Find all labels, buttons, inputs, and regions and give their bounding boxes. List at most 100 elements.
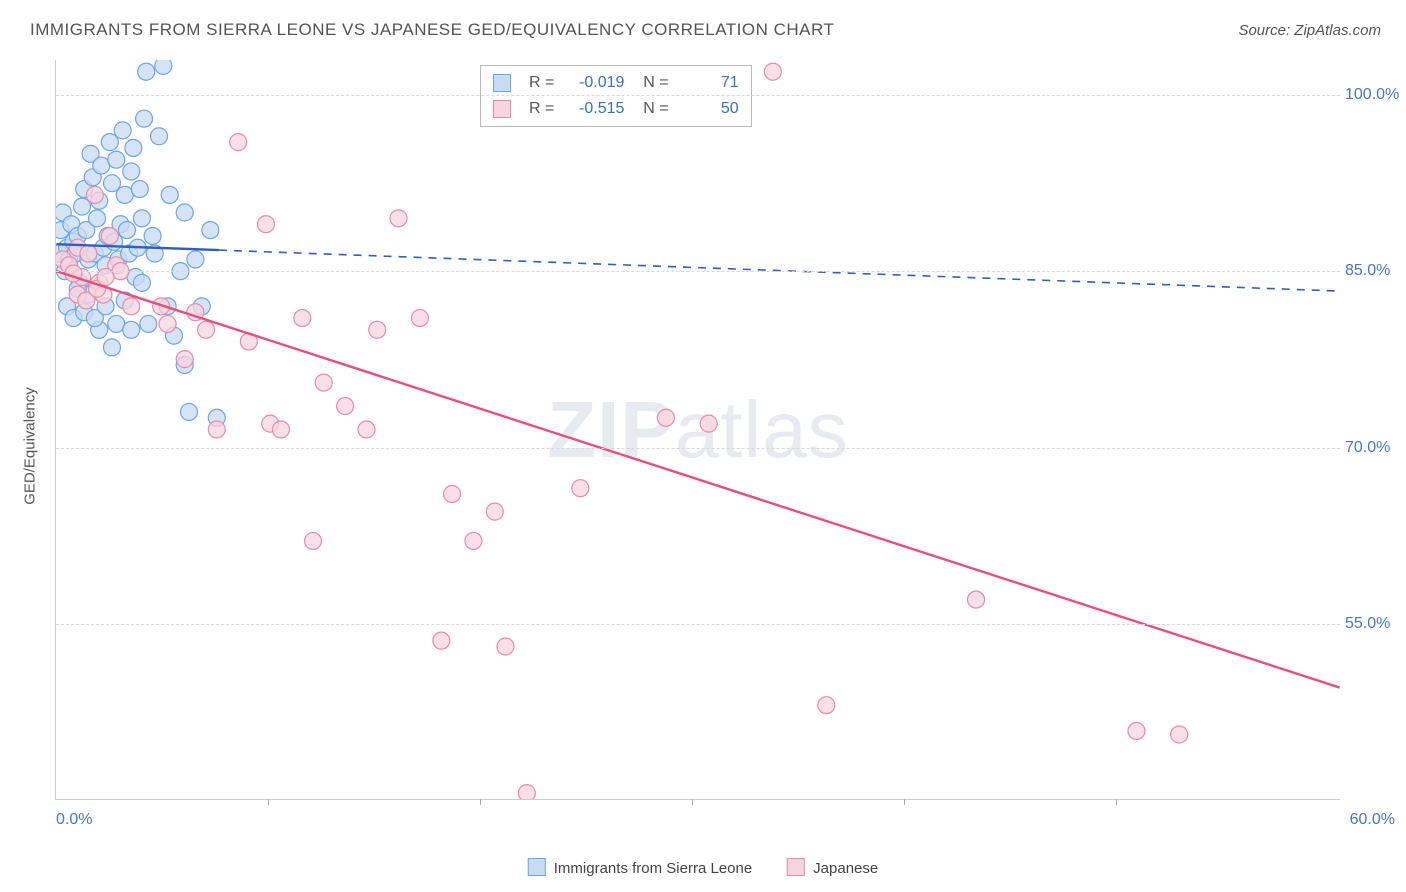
n-label: N =: [634, 100, 668, 118]
japanese-point: [518, 785, 535, 799]
x-tick: [904, 799, 905, 805]
sierra-point: [112, 216, 129, 233]
sierra-point: [86, 310, 103, 327]
japanese-point: [257, 216, 274, 233]
watermark: ZIPatlas: [547, 384, 848, 476]
japanese-point: [497, 638, 514, 655]
sierra-point: [155, 60, 172, 74]
sierra-point: [103, 175, 120, 192]
japanese-point: [700, 415, 717, 432]
sierra-point: [110, 251, 127, 268]
sierra-point: [61, 251, 78, 268]
gridline: [56, 95, 1340, 96]
sierra-point: [187, 251, 204, 268]
stats-row-1: R = -0.515 N = 50: [493, 96, 739, 122]
sierra-point: [131, 181, 148, 198]
sierra-point: [121, 245, 138, 262]
japanese-point: [91, 274, 108, 291]
swatch-sierra: [493, 74, 511, 92]
sierra-point: [69, 227, 86, 244]
r-value-1: -0.515: [564, 100, 624, 118]
sierra-point: [140, 315, 157, 332]
japanese-point: [198, 321, 215, 338]
sierra-point: [56, 222, 69, 239]
sierra-point: [59, 239, 76, 256]
japanese-point: [764, 63, 781, 80]
japanese-point: [65, 265, 82, 282]
sierra-point: [86, 245, 103, 262]
gridline: [56, 448, 1340, 449]
gridline: [56, 624, 1340, 625]
n-label: N =: [634, 74, 668, 92]
sierra-point: [84, 169, 101, 186]
japanese-point: [80, 245, 97, 262]
sierra-point: [108, 315, 125, 332]
sierra-point: [176, 204, 193, 221]
japanese-point: [657, 409, 674, 426]
sierra-point: [101, 134, 118, 151]
bottom-legend: Immigrants from Sierra Leone Japanese: [528, 858, 878, 877]
sierra-point: [129, 239, 146, 256]
sierra-point: [125, 139, 142, 156]
y-tick-label: 85.0%: [1345, 262, 1406, 280]
japanese-point: [968, 591, 985, 608]
n-value-1: 50: [679, 100, 739, 118]
japanese-point: [262, 415, 279, 432]
x-tick: [692, 799, 693, 805]
japanese-point: [305, 532, 322, 549]
japanese-point: [272, 421, 289, 438]
japanese-point: [369, 321, 386, 338]
sierra-point: [91, 192, 108, 209]
sierra-point: [93, 157, 110, 174]
japanese-point: [159, 315, 176, 332]
sierra-point: [65, 310, 82, 327]
japanese-point: [95, 286, 112, 303]
japanese-point: [1171, 726, 1188, 743]
japanese-point: [411, 310, 428, 327]
japanese-point: [358, 421, 375, 438]
japanese-point: [1128, 722, 1145, 739]
sierra-point: [97, 298, 114, 315]
y-tick-label: 70.0%: [1345, 439, 1406, 457]
sierra-point: [108, 151, 125, 168]
stats-row-0: R = -0.019 N = 71: [493, 70, 739, 96]
sierra-point: [151, 128, 168, 145]
japanese-point: [187, 304, 204, 321]
japanese-point: [153, 298, 170, 315]
japanese-point: [230, 134, 247, 151]
sierra-point: [208, 409, 225, 426]
chart-title: IMMIGRANTS FROM SIERRA LEONE VS JAPANESE…: [30, 20, 834, 40]
sierra-point: [65, 233, 82, 250]
sierra-point: [202, 222, 219, 239]
legend-item-0: Immigrants from Sierra Leone: [528, 858, 752, 877]
japanese-point: [315, 374, 332, 391]
x-tick: [1116, 799, 1117, 805]
sierra-point: [123, 163, 140, 180]
gridline: [56, 271, 1340, 272]
japanese-point: [89, 280, 106, 297]
x-tick: [480, 799, 481, 805]
sierra-point: [133, 274, 150, 291]
japanese-point: [78, 292, 95, 309]
chart-svg: [56, 60, 1340, 799]
sierra-point: [71, 274, 88, 291]
y-axis-label: GED/Equivalency: [22, 387, 39, 505]
sierra-point: [69, 280, 86, 297]
sierra-trend-solid: [56, 244, 219, 250]
sierra-point: [89, 210, 106, 227]
sierra-point: [133, 210, 150, 227]
sierra-point: [76, 304, 93, 321]
swatch-japanese-bottom: [787, 858, 805, 876]
x-min-label: 0.0%: [56, 811, 92, 829]
plot-area: ZIPatlas R = -0.019 N = 71 R = -0.515 N …: [55, 60, 1340, 800]
y-tick-label: 100.0%: [1345, 86, 1406, 104]
japanese-point: [572, 480, 589, 497]
sierra-point: [118, 222, 135, 239]
sierra-point: [136, 110, 153, 127]
sierra-point: [138, 63, 155, 80]
sierra-point: [166, 327, 183, 344]
japanese-point: [465, 532, 482, 549]
sierra-point: [67, 245, 84, 262]
sierra-point: [78, 222, 95, 239]
n-value-0: 71: [679, 74, 739, 92]
